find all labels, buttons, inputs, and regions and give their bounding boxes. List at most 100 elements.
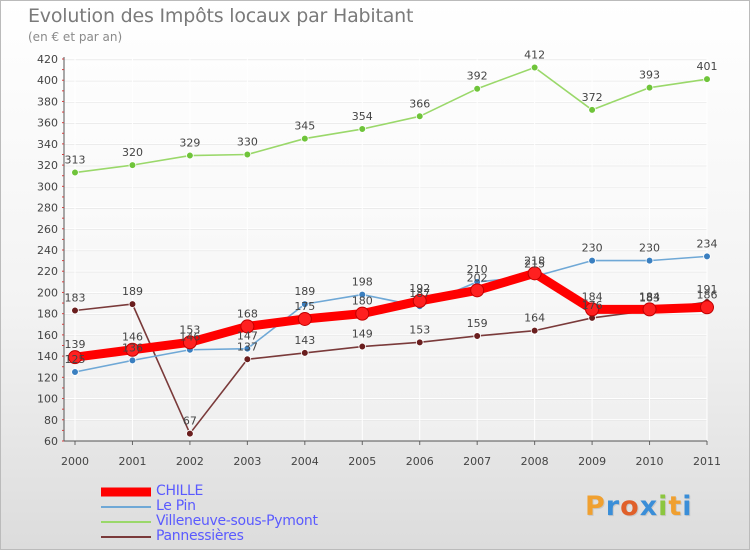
x-tick-label: 2009 [578, 455, 606, 468]
data-label: 230 [582, 242, 603, 255]
x-tick-label: 2004 [291, 455, 319, 468]
data-label: 234 [697, 237, 718, 250]
legend-label-chille: CHILLE [156, 483, 204, 499]
data-label: 189 [294, 285, 315, 298]
data-label: 412 [524, 48, 545, 61]
data-point [588, 256, 596, 265]
x-tick-label: 2008 [521, 455, 549, 468]
data-label: 354 [352, 110, 373, 123]
data-label: 230 [639, 242, 660, 255]
data-point [588, 106, 596, 114]
y-tick-label: 80 [44, 414, 58, 427]
data-point [527, 266, 542, 281]
data-point [128, 356, 137, 365]
data-point [358, 342, 367, 351]
chart-title: Evolution des Impôts locaux par Habitant [28, 5, 414, 27]
data-label: 202 [467, 271, 488, 284]
data-point [415, 112, 424, 121]
data-label: 345 [294, 120, 315, 133]
data-point [355, 306, 370, 321]
y-tick-label: 160 [37, 329, 58, 342]
data-point [182, 335, 197, 350]
data-point [473, 84, 481, 93]
data-label: 180 [352, 295, 373, 308]
data-point [585, 302, 600, 317]
legend-swatch-villeneuve [101, 520, 151, 523]
data-label: 146 [179, 331, 200, 344]
data-point [243, 344, 252, 353]
data-label: 153 [409, 323, 430, 336]
series-line [74, 301, 708, 435]
data-label: 143 [294, 334, 315, 347]
data-label: 139 [65, 338, 86, 351]
data-point [68, 350, 82, 365]
data-point [703, 75, 711, 83]
legend-swatch-pannessieres [101, 535, 151, 538]
data-point [415, 338, 424, 347]
x-tick-label: 2003 [233, 455, 261, 468]
data-label: 366 [409, 97, 430, 110]
legend-label-pannessieres: Pannessières [156, 528, 244, 544]
chart-subtitle: (en € et par an) [28, 30, 123, 44]
data-point [358, 125, 367, 133]
y-tick-label: 100 [37, 393, 58, 406]
y-tick-label: 240 [37, 244, 58, 257]
y-tick-label: 300 [37, 180, 58, 193]
y-tick-label: 260 [37, 223, 58, 236]
data-label: 67 [183, 415, 197, 428]
data-point [186, 429, 194, 438]
y-tick-label: 200 [37, 286, 58, 299]
data-label: 392 [467, 70, 488, 83]
data-label: 184 [639, 290, 660, 303]
data-label: 313 [65, 154, 86, 167]
data-point [645, 83, 654, 92]
data-point [473, 332, 481, 340]
x-tick-label: 2001 [118, 455, 146, 468]
data-label: 125 [65, 353, 86, 366]
logo-letter: P [585, 491, 606, 522]
y-tick-label: 420 [37, 53, 58, 66]
legend-swatch-le-pin [101, 505, 151, 508]
data-label: 168 [237, 307, 258, 320]
data-label: 187 [409, 287, 430, 300]
proxiti-logo[interactable]: Proxiti [585, 491, 693, 522]
plot-area [64, 57, 707, 441]
data-label: 401 [697, 60, 718, 73]
logo-letter: o [620, 491, 640, 522]
y-tick-label: 180 [37, 308, 58, 321]
x-tick-label: 2006 [406, 455, 434, 468]
data-point [530, 326, 539, 335]
data-label: 136 [122, 341, 143, 354]
y-tick-label: 140 [37, 350, 58, 363]
data-label: 329 [179, 137, 200, 150]
legend-swatch-chille [101, 487, 151, 496]
data-point [703, 252, 711, 261]
logo-letter: x [639, 491, 659, 522]
x-tick-label: 2007 [463, 455, 491, 468]
legend-label-le-pin: Le Pin [156, 498, 196, 514]
logo-letter: i [658, 491, 669, 522]
data-label: 164 [524, 312, 545, 325]
data-label: 159 [467, 317, 488, 330]
y-tick-label: 220 [37, 265, 58, 278]
data-label: 192 [409, 282, 430, 295]
data-label: 218 [524, 254, 545, 267]
y-tick-label: 400 [37, 74, 58, 87]
logo-letter: t [668, 491, 683, 522]
data-point [128, 300, 137, 308]
data-point [71, 168, 79, 177]
y-tick-label: 360 [37, 117, 58, 130]
data-label: 183 [65, 291, 86, 304]
data-label: 215 [524, 258, 545, 271]
y-tick-label: 120 [37, 371, 58, 384]
data-point [243, 150, 252, 159]
x-tick-label: 2005 [348, 455, 376, 468]
logo-letter: i [682, 491, 693, 522]
data-label: 149 [352, 328, 373, 341]
x-tick-label: 2011 [693, 455, 721, 468]
data-label: 186 [697, 288, 718, 301]
y-tick-label: 320 [37, 159, 58, 172]
data-point [700, 300, 714, 315]
data-point [642, 302, 657, 317]
